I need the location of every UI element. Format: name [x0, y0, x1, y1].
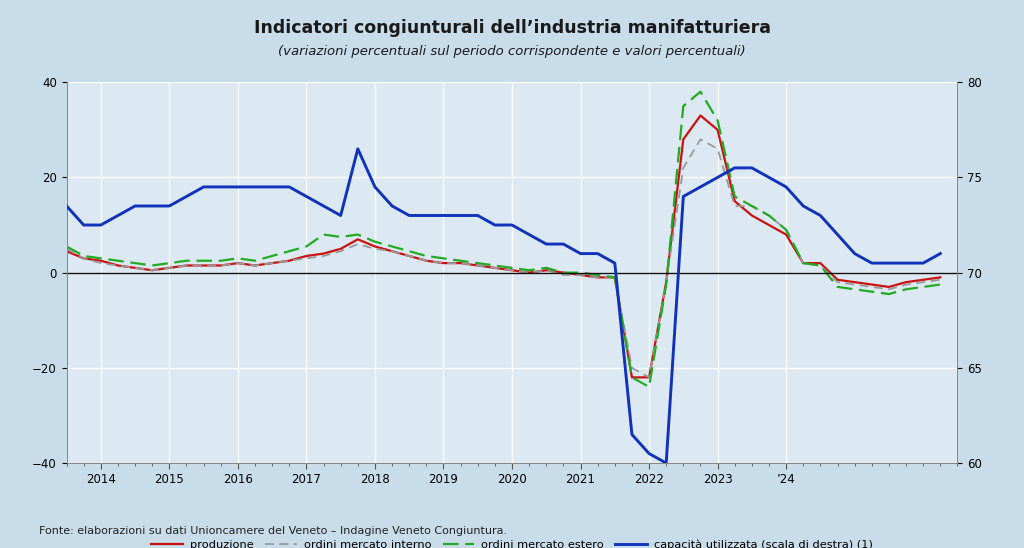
Text: Indicatori congiunturali dell’industria manifatturiera: Indicatori congiunturali dell’industria … — [254, 19, 770, 37]
Text: Fonte: elaborazioni su dati Unioncamere del Veneto – Indagine Veneto Congiuntura: Fonte: elaborazioni su dati Unioncamere … — [39, 526, 507, 536]
Text: (variazioni percentuali sul periodo corrispondente e valori percentuali): (variazioni percentuali sul periodo corr… — [279, 45, 745, 58]
Legend: produzione, ordini mercato interno, ordini mercato estero, capacità utilizzata (: produzione, ordini mercato interno, ordi… — [146, 535, 878, 548]
